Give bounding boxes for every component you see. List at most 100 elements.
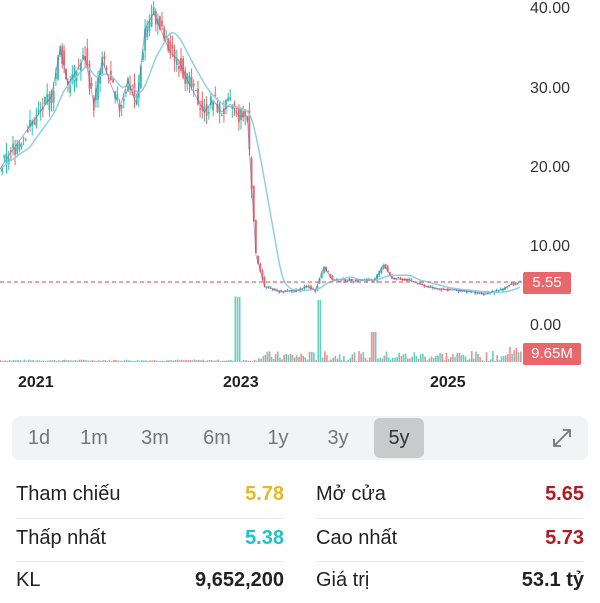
volume-bar [149,360,151,362]
candle [101,56,104,75]
range-1y-button[interactable]: 1y [267,427,289,449]
candle [169,41,172,53]
range-3m-button[interactable]: 3m [141,427,169,449]
volume-bar [210,360,213,362]
candle [12,143,14,149]
volume-bar [145,360,147,362]
stats-row-3: KL 9,652,200 Giá trị 53.1 tỷ [0,561,600,603]
price-chart[interactable]: 40.00 30.00 20.00 10.00 0.00 5.55 9.65M … [0,0,600,400]
candle [235,107,238,109]
candle [116,94,119,100]
candle [223,108,225,114]
range-3y-button[interactable]: 3y [327,427,349,449]
range-1d-button[interactable]: 1d [27,427,51,449]
stats-row-1: Tham chiếu 5.78 Mở cửa 5.65 [0,475,600,517]
candle [408,278,410,280]
volume-bar [223,360,226,362]
candle [88,64,91,89]
range-6m-button[interactable]: 6m [203,427,231,449]
candle [197,88,199,105]
candle [20,143,23,147]
volume-bar [58,360,60,362]
volume-bar [511,353,513,362]
range-1m-button[interactable]: 1m [80,427,108,449]
volume-bar [23,359,26,362]
volume-bar [413,352,416,362]
volume-bar [479,357,481,362]
volume-bar [62,360,64,362]
candle [142,52,144,60]
volume-bar [191,360,194,362]
candle [227,97,229,102]
volume-bar [487,360,490,362]
candle [293,290,295,292]
volume-bar [485,352,488,362]
range-5y-button[interactable]: 5y [374,418,424,458]
candle [205,104,208,117]
volume-bar [174,360,177,362]
mo-cua-label: Mở cửa [316,483,386,505]
volume-bar [306,359,309,362]
candle [323,267,325,274]
volume-bar [253,359,256,362]
candle [410,279,413,281]
volume-bar [298,357,300,362]
volume-bar [157,360,160,362]
candle [307,286,310,288]
volume-bar [311,351,313,362]
volume-bar [362,351,365,362]
expand-icon[interactable] [550,426,574,450]
candle [159,16,161,30]
volume-bar [193,359,196,362]
candle [27,130,29,132]
candle [152,7,155,15]
volume-bar [89,360,92,362]
volume-bar [85,360,87,362]
volume-bar [121,360,124,362]
candle [286,289,289,291]
divider [316,561,584,562]
candle [48,94,51,110]
candle [382,265,385,269]
volume-bar [10,360,13,362]
x-tick-label: 2025 [430,374,466,391]
candle [52,90,55,103]
volume-bar [143,360,145,362]
volume-bar [181,359,183,362]
volume-bar [370,332,373,362]
candle [150,14,153,27]
volume-bar [189,360,192,362]
candle [468,290,470,292]
candle [384,264,387,269]
candle [182,58,184,78]
candle [516,283,519,284]
volume-bar [353,352,356,362]
volume-bar [417,358,420,362]
volume-bar [422,353,424,362]
volume-bar [400,355,403,362]
volume-bar [411,356,413,362]
volume-bar [76,360,79,362]
volume-bar [55,360,58,362]
volume-bar [204,360,206,362]
candle [105,67,108,71]
candle [327,271,330,273]
volume-bar [138,360,141,362]
candle [112,78,114,82]
volume-bar [481,360,484,362]
candle [229,97,232,100]
volume-bar [36,360,38,362]
candle [188,75,191,86]
candle [484,292,487,294]
volume-bar [4,360,6,362]
volume-bar [460,355,463,362]
volume-bar [520,351,522,362]
volume-bar [80,359,83,362]
volume-bar [217,359,219,362]
candle [421,283,423,285]
candle [1,167,4,172]
volume-bar [25,360,28,362]
volume-bar [409,358,411,362]
volume-bar [45,360,47,362]
volume-bar [336,358,339,362]
